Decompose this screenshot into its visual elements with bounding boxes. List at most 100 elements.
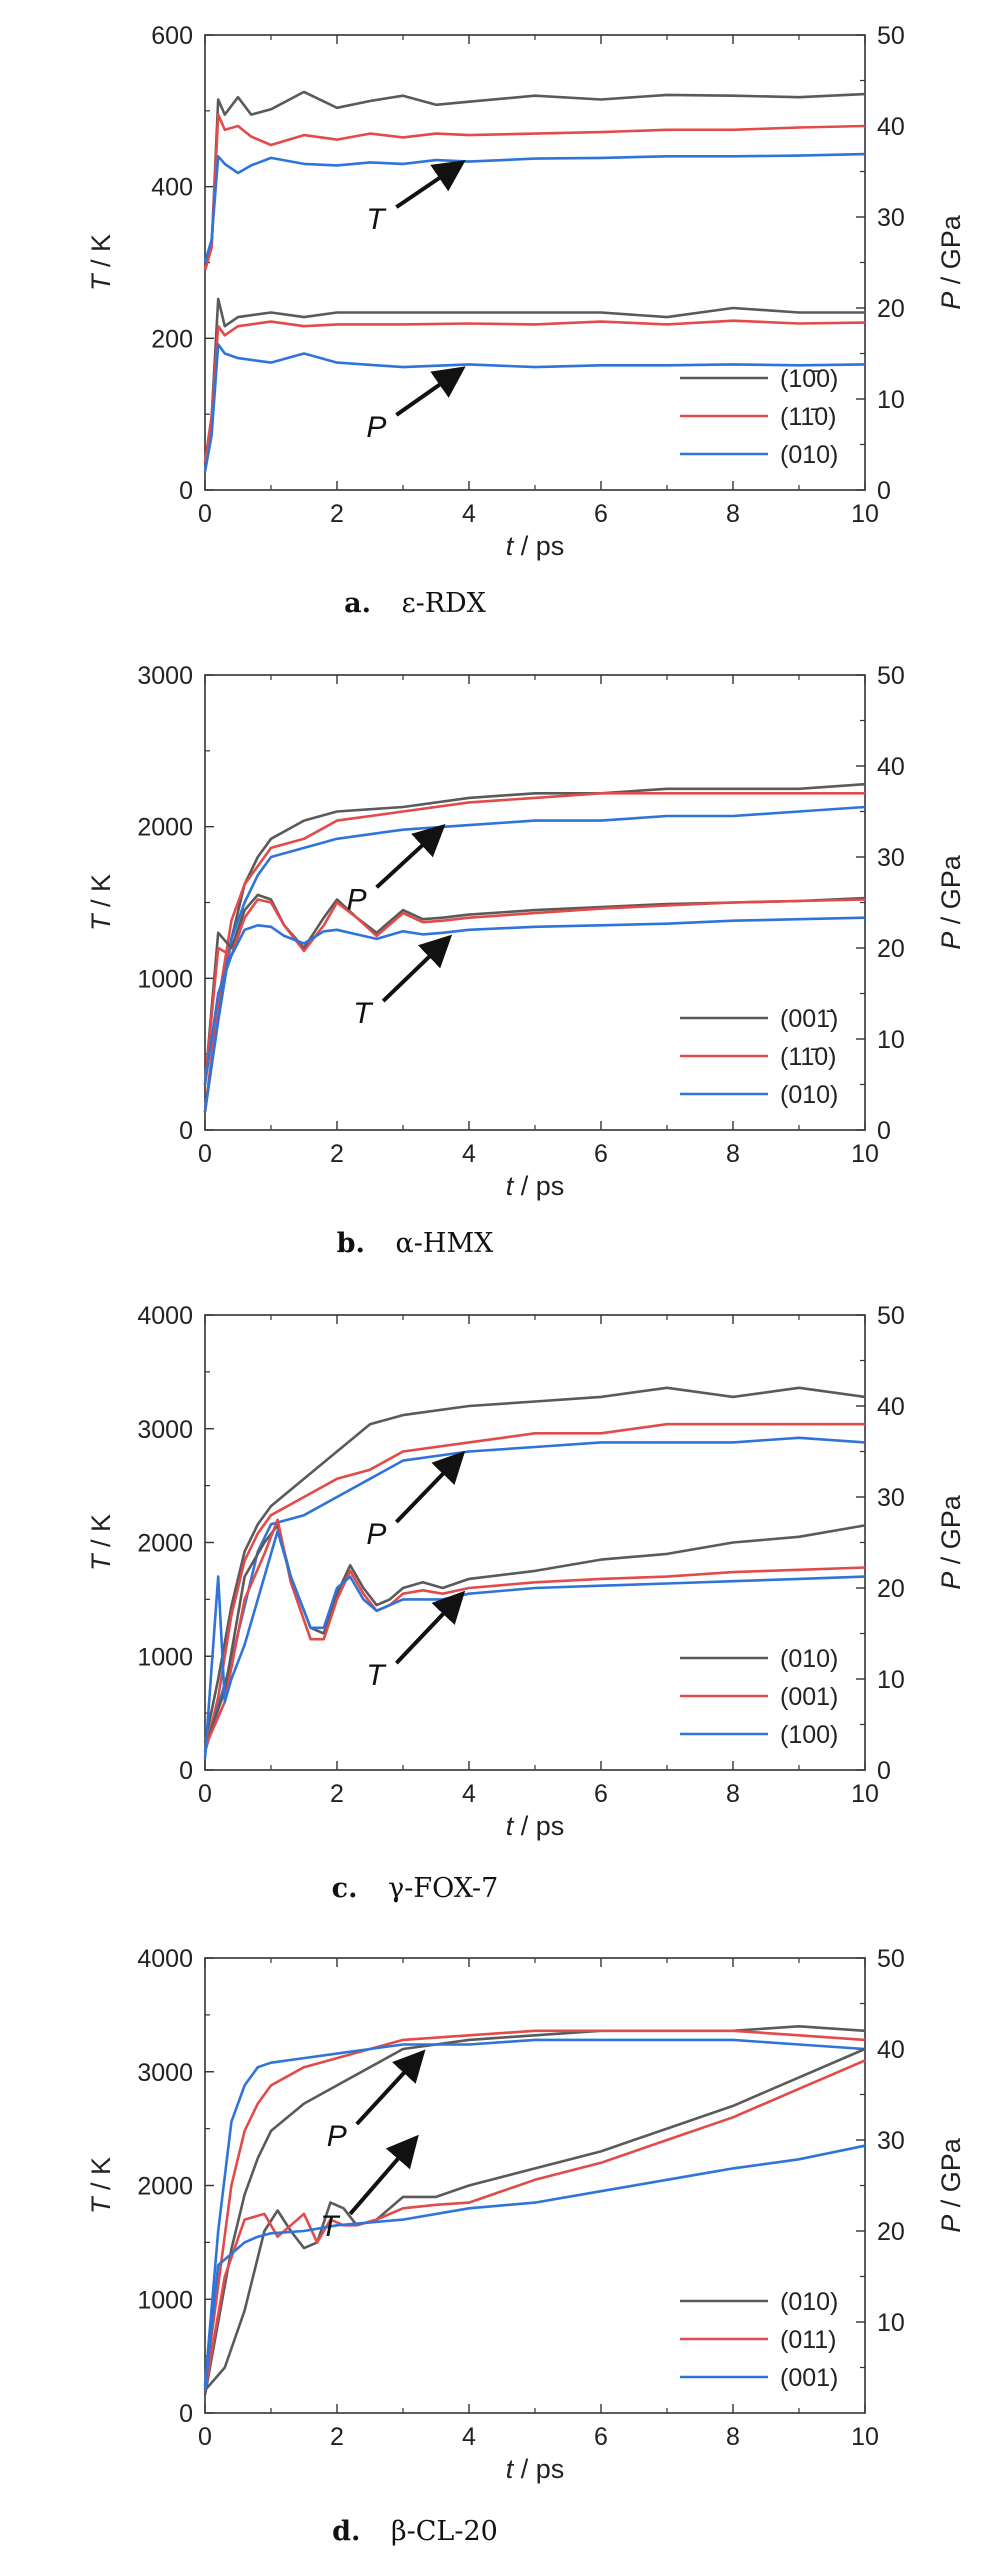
x-axis-label-b-symbol: t bbox=[506, 1171, 515, 1201]
series-line-a-T-0 bbox=[203, 90, 866, 271]
series-line-a-T-2 bbox=[203, 152, 866, 263]
y-axis-label-d: T / K bbox=[86, 2157, 116, 2214]
annotation-arrow-a-1 bbox=[395, 366, 466, 417]
y-axis-label-b: T / K bbox=[86, 874, 116, 931]
y2-tick-label-a: 40 bbox=[877, 113, 905, 141]
legend-label-d-2: (001) bbox=[780, 2364, 838, 2392]
legend-label-a-0: (10̄0) bbox=[780, 365, 838, 393]
x-tick-label-d: 10 bbox=[851, 2423, 879, 2451]
series-line-c-P-2 bbox=[203, 1436, 866, 1753]
y2-tick-label-b: 0 bbox=[877, 1117, 891, 1145]
caption-d-title: β-CL-20 bbox=[391, 2516, 498, 2547]
y-tick-label-c: 1000 bbox=[137, 1643, 193, 1671]
x-axis-label-b: t / ps bbox=[506, 1171, 565, 1201]
y2-tick-label-d: 10 bbox=[877, 2309, 905, 2337]
x-tick-label-b: 10 bbox=[851, 1140, 879, 1168]
y2-axis-label-c-unit: / GPa bbox=[936, 1494, 966, 1572]
y2-tick-label-b: 20 bbox=[877, 935, 905, 963]
y2-tick-label-b: 40 bbox=[877, 753, 905, 781]
annotation-label-a-1: P bbox=[366, 411, 386, 444]
caption-a: a. ε-RDX bbox=[344, 588, 487, 619]
x-tick-label-b: 6 bbox=[594, 1140, 608, 1168]
x-axis-label-c-symbol: t bbox=[506, 1811, 515, 1841]
x-tick-label-d: 4 bbox=[462, 2423, 476, 2451]
annotation-label-c-0: P bbox=[366, 1518, 386, 1551]
chart-d: 0 2 4 6 8 10 0 1000 2000 3000 4000 10 20 30 40 50 t / ps… bbox=[86, 1945, 966, 2484]
legend-label-c-0: (010) bbox=[780, 1645, 838, 1673]
y-tick-label-c: 0 bbox=[179, 1757, 193, 1785]
y2-axis-label-b-symbol: P bbox=[936, 932, 966, 950]
x-axis-label-a-symbol: t bbox=[506, 531, 515, 561]
series-line-b-P-2 bbox=[203, 805, 866, 1112]
y2-axis-label-a: P / GPa bbox=[936, 214, 966, 310]
series-line-d-T-1 bbox=[203, 2059, 866, 2391]
x-axis-label-d: t / ps bbox=[506, 2454, 565, 2484]
x-tick-label-a: 10 bbox=[851, 500, 879, 528]
legend-label-c-1: (001) bbox=[780, 1683, 838, 1711]
x-tick-label-d: 0 bbox=[198, 2423, 212, 2451]
annotation-label-a-0: T bbox=[366, 203, 387, 236]
series-line-d-P-1 bbox=[203, 2029, 866, 2386]
caption-a-label: a. bbox=[344, 588, 371, 619]
series-line-a-P-0 bbox=[203, 297, 865, 463]
x-tick-label-c: 10 bbox=[851, 1780, 879, 1808]
x-tick-label-d: 6 bbox=[594, 2423, 608, 2451]
annotation-arrow-c-1 bbox=[394, 1590, 466, 1665]
y2-tick-label-a: 20 bbox=[877, 295, 905, 323]
series-line-c-P-1 bbox=[203, 1422, 865, 1753]
y2-tick-label-a: 10 bbox=[877, 386, 905, 414]
y2-tick-label-d: 30 bbox=[877, 2127, 905, 2155]
y2-axis-label-d: P / GPa bbox=[936, 2137, 966, 2233]
x-axis-label-d-unit: / ps bbox=[513, 2454, 564, 2484]
annotation-arrow-a-0 bbox=[395, 160, 466, 209]
y2-axis-label-b: P / GPa bbox=[936, 854, 966, 950]
y2-axis-label-a-symbol: P bbox=[936, 292, 966, 310]
series-line-b-P-0 bbox=[203, 782, 866, 1112]
y2-tick-label-d: 20 bbox=[877, 2218, 905, 2246]
plot-frame-a bbox=[204, 34, 866, 491]
annotation-arrow-b-1 bbox=[381, 934, 453, 1003]
panel-d: d. β-CL-20 bbox=[332, 2516, 498, 2547]
series-line-b-P-1 bbox=[203, 791, 865, 1112]
y2-tick-label-c: 0 bbox=[877, 1757, 891, 1785]
y-tick-label-d: 0 bbox=[179, 2400, 193, 2428]
x-axis-label-c: t / ps bbox=[506, 1811, 565, 1841]
y2-tick-label-c: 10 bbox=[877, 1666, 905, 1694]
series-line-d-P-2 bbox=[203, 2038, 866, 2386]
y-axis-label-c: T / K bbox=[86, 1514, 116, 1571]
legend-label-b-2: (010) bbox=[780, 1081, 838, 1109]
series-line-c-T-2 bbox=[203, 1529, 866, 1759]
y2-tick-label-a: 0 bbox=[877, 477, 891, 505]
x-tick-label-b: 0 bbox=[198, 1140, 212, 1168]
y-tick-label-a: 200 bbox=[151, 325, 193, 353]
annotation-arrow-c-0 bbox=[394, 1450, 466, 1524]
annotation-arrow-d-0 bbox=[355, 2049, 426, 2126]
y2-tick-label-d: 50 bbox=[877, 1945, 905, 1973]
y2-axis-label-d-unit: / GPa bbox=[936, 2137, 966, 2215]
panel-a: a. ε-RDX bbox=[344, 588, 487, 619]
x-tick-label-a: 2 bbox=[330, 500, 344, 528]
panel-c: c. γ-FOX-7 bbox=[332, 1873, 499, 1904]
y-tick-label-c: 4000 bbox=[137, 1302, 193, 1330]
legend-label-c-2: (100) bbox=[780, 1721, 838, 1749]
y2-tick-label-b: 30 bbox=[877, 844, 905, 872]
series-line-a-T-1 bbox=[203, 113, 866, 271]
panel-b: b. α-HMX bbox=[337, 1228, 494, 1259]
y2-tick-label-d: 40 bbox=[877, 2036, 905, 2064]
annotation-arrow-d-1 bbox=[348, 2134, 419, 2216]
y-axis-label-c-unit: / K bbox=[86, 1514, 116, 1555]
legend-label-d-0: (010) bbox=[780, 2288, 838, 2316]
y-tick-label-b: 2000 bbox=[137, 814, 193, 842]
legend-label-d-1: (011) bbox=[780, 2326, 837, 2354]
x-tick-label-d: 2 bbox=[330, 2423, 344, 2451]
x-tick-label-c: 4 bbox=[462, 1780, 476, 1808]
y-axis-label-d-symbol: T bbox=[86, 2195, 116, 2214]
y-axis-label-a-unit: / K bbox=[86, 234, 116, 275]
x-tick-label-a: 0 bbox=[198, 500, 212, 528]
x-tick-label-a: 6 bbox=[594, 500, 608, 528]
y-tick-label-d: 4000 bbox=[137, 1945, 193, 1973]
caption-d-label: d. bbox=[332, 2516, 360, 2547]
y2-axis-label-c-symbol: P bbox=[936, 1572, 966, 1590]
